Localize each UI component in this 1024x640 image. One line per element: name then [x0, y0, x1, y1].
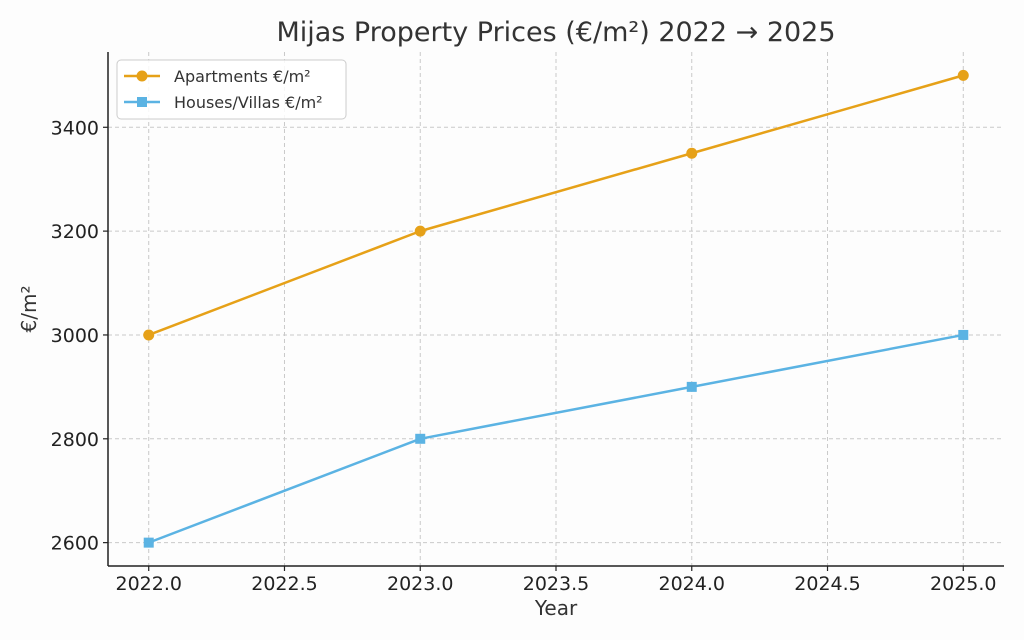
x-axis-label: Year	[534, 596, 578, 620]
y-tick-label: 3200	[51, 221, 99, 243]
data-point	[957, 69, 969, 81]
series-line	[148, 333, 964, 544]
grid	[108, 52, 1004, 566]
data-point	[415, 433, 426, 444]
x-tick-label: 2022.5	[251, 573, 317, 595]
data-point	[958, 329, 969, 340]
legend: Apartments €/m² Houses/Villas €/m²	[116, 59, 347, 120]
data-point	[686, 381, 697, 392]
legend-label: Apartments €/m²	[174, 67, 311, 86]
legend-box	[116, 59, 347, 120]
x-tick-label: 2023.5	[523, 573, 589, 595]
data-point	[143, 537, 154, 548]
y-tick-label: 3400	[51, 117, 99, 139]
x-tick-label: 2025.0	[930, 573, 996, 595]
y-tick-label: 3000	[51, 325, 99, 347]
y-axis-label: €/m²	[17, 286, 41, 333]
y-tick-label: 2600	[51, 533, 99, 555]
x-tick-label: 2022.0	[115, 573, 181, 595]
data-point	[686, 147, 698, 159]
legend-item: Houses/Villas €/m²	[124, 93, 323, 112]
tick-labels: 2022.0 2022.5 2023.0 2023.5 2024.0 2024.5 2025…	[51, 117, 997, 595]
series-line	[148, 74, 964, 337]
data-point	[143, 329, 155, 341]
x-tick-label: 2023.0	[387, 573, 453, 595]
series-group	[143, 69, 969, 548]
legend-marker	[136, 70, 148, 82]
y-tick-label: 2800	[51, 429, 99, 451]
legend-item: Apartments €/m²	[124, 67, 311, 86]
x-tick-label: 2024.5	[794, 573, 860, 595]
legend-label: Houses/Villas €/m²	[174, 93, 323, 112]
series-1	[143, 69, 969, 341]
chart-title: Mijas Property Prices (€/m²) 2022 → 2025	[276, 17, 835, 48]
series-2	[143, 329, 969, 548]
legend-marker	[137, 97, 147, 107]
data-point	[414, 225, 426, 237]
x-tick-label: 2024.0	[659, 573, 725, 595]
